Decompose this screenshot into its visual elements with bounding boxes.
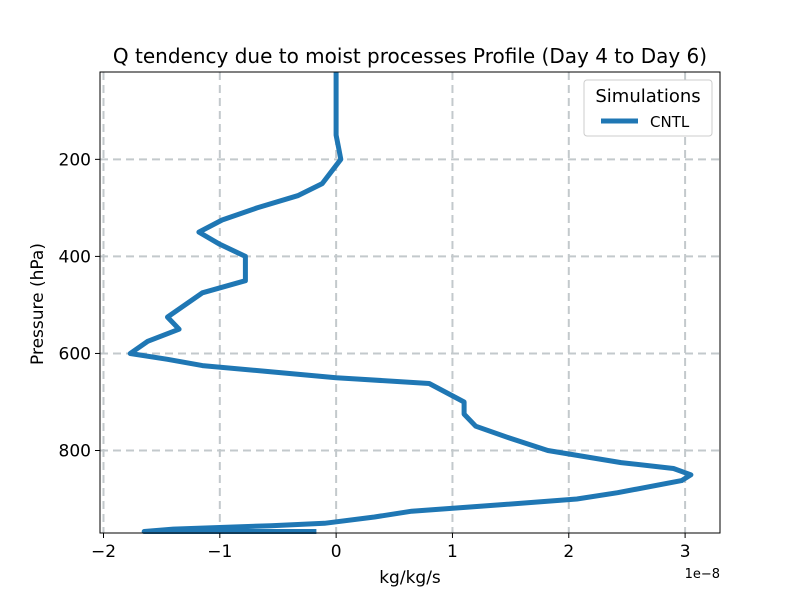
- x-axis-label: kg/kg/s: [379, 568, 441, 588]
- y-tick-label: 800: [59, 442, 91, 462]
- y-tick-label: 200: [59, 150, 91, 170]
- y-tick-label: 600: [59, 344, 91, 364]
- series-line-cntl: [127, 72, 694, 534]
- plot-area-frame: [99, 71, 721, 534]
- y-axis-label: Pressure (hPa): [28, 243, 48, 365]
- series-layer: [127, 72, 694, 534]
- legend-title: Simulations: [595, 86, 700, 107]
- legend-label-cntl: CNTL: [650, 113, 690, 131]
- x-tick-label: 0: [331, 542, 342, 562]
- y-tick-label: 400: [59, 247, 91, 267]
- x-tick-label: 1: [447, 542, 458, 562]
- x-tick-label: 2: [563, 542, 574, 562]
- axis-ticks: −2 −1 0 1 2 3 200 400 600 800: [59, 150, 691, 562]
- x-axis-offset-label: 1e−8: [685, 567, 720, 582]
- chart-title: Q tendency due to moist processes Profil…: [113, 44, 707, 68]
- legend: Simulations CNTL: [583, 79, 713, 137]
- x-tick-label: 3: [680, 542, 691, 562]
- x-tick-label: −1: [207, 542, 232, 562]
- x-tick-label: −2: [91, 542, 116, 562]
